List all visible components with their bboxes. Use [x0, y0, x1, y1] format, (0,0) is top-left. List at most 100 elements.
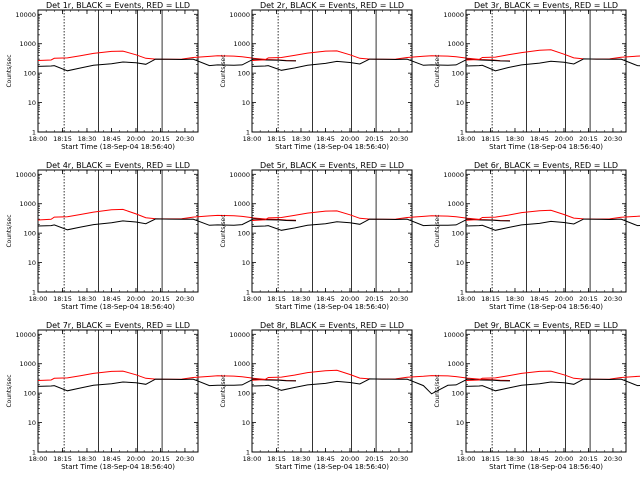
x-tick-label: 18:00 — [243, 455, 262, 463]
x-tick-label: 20:00 — [555, 295, 574, 303]
chart-panel: Det 5r, BLACK = Events, RED = LLD 1 10 100 1… — [220, 161, 511, 311]
x-tick-label: 18:45 — [530, 455, 549, 463]
x-axis-label: Start Time (18-Sep-04 18:56:40) — [489, 143, 603, 151]
x-tick-label: 20:30 — [390, 455, 409, 463]
y-tick-label: 1 — [460, 129, 464, 137]
x-axis-label: Start Time (18-Sep-04 18:56:40) — [275, 303, 389, 311]
chart-panel: Det 6r, BLACK = Events, RED = LLD 1 10 100 1… — [434, 161, 640, 311]
y-tick-label: 100 — [24, 390, 36, 398]
x-tick-label: 20:00 — [341, 135, 360, 143]
y-tick-label: 1 — [32, 449, 36, 457]
y-tick-label: 1 — [460, 289, 464, 297]
x-axis-label: Start Time (18-Sep-04 18:56:40) — [275, 143, 389, 151]
y-tick-label: 100 — [452, 70, 464, 78]
x-tick-label: 18:15 — [53, 455, 72, 463]
x-tick-label: 20:15 — [151, 135, 170, 143]
x-axis-label: Start Time (18-Sep-04 18:56:40) — [61, 463, 175, 471]
y-tick-label: 10000 — [443, 11, 464, 19]
y-axis-label: Counts/sec — [434, 214, 441, 247]
chart-panel: Det 9r, BLACK = Events, RED = LLD 1 10 100 1… — [434, 321, 640, 471]
x-tick-label: 18:00 — [457, 135, 476, 143]
x-tick-label: 20:30 — [390, 295, 409, 303]
chart-panel: Det 3r, BLACK = Events, RED = LLD 1 10 100 1… — [434, 1, 640, 151]
y-tick-label: 1000 — [233, 360, 250, 368]
y-tick-label: 100 — [238, 70, 250, 78]
y-tick-label: 10 — [28, 259, 36, 267]
x-tick-label: 20:15 — [365, 135, 384, 143]
y-tick-label: 1000 — [19, 360, 36, 368]
y-axis-label: Counts/sec — [220, 214, 227, 247]
x-tick-label: 18:30 — [292, 135, 311, 143]
plot-title: Det 6r, BLACK = Events, RED = LLD — [474, 161, 618, 170]
x-tick-label: 18:00 — [29, 135, 48, 143]
events-series-line — [465, 218, 640, 231]
plot-frame — [251, 329, 413, 453]
y-tick-label: 1 — [246, 129, 250, 137]
plot-title: Det 8r, BLACK = Events, RED = LLD — [260, 321, 404, 330]
x-tick-label: 18:30 — [506, 295, 525, 303]
y-tick-label: 1000 — [447, 360, 464, 368]
x-axis-label: Start Time (18-Sep-04 18:56:40) — [61, 143, 175, 151]
y-tick-label: 100 — [452, 390, 464, 398]
plot-title: Det 9r, BLACK = Events, RED = LLD — [474, 321, 618, 330]
y-tick-label: 10 — [456, 99, 464, 107]
y-tick-label: 1 — [246, 449, 250, 457]
x-tick-label: 18:45 — [530, 135, 549, 143]
x-tick-label: 18:15 — [267, 455, 286, 463]
x-tick-label: 20:30 — [176, 135, 195, 143]
x-tick-label: 20:00 — [555, 135, 574, 143]
y-tick-label: 1000 — [19, 40, 36, 48]
x-tick-label: 20:00 — [127, 135, 146, 143]
y-tick-label: 1000 — [19, 200, 36, 208]
events-series-line — [37, 58, 297, 72]
y-tick-label: 10000 — [229, 171, 250, 179]
x-tick-label: 20:15 — [579, 295, 598, 303]
x-tick-label: 18:00 — [243, 295, 262, 303]
x-tick-label: 18:45 — [316, 455, 335, 463]
plot-title: Det 7r, BLACK = Events, RED = LLD — [46, 321, 190, 330]
x-tick-label: 18:00 — [243, 135, 262, 143]
plot-frame — [37, 9, 199, 133]
x-tick-label: 20:00 — [341, 295, 360, 303]
x-tick-label: 18:15 — [481, 295, 500, 303]
plot-frame — [37, 329, 199, 453]
x-axis-label: Start Time (18-Sep-04 18:56:40) — [489, 303, 603, 311]
y-axis-label: Counts/sec — [434, 374, 441, 407]
x-tick-label: 18:30 — [78, 135, 97, 143]
x-tick-label: 20:15 — [579, 135, 598, 143]
y-tick-label: 10 — [28, 99, 36, 107]
x-tick-label: 18:15 — [481, 455, 500, 463]
events-series-line — [251, 378, 511, 395]
x-tick-label: 18:45 — [102, 455, 121, 463]
events-series-line — [465, 378, 640, 392]
y-axis-label: Counts/sec — [220, 54, 227, 87]
x-tick-label: 18:15 — [481, 135, 500, 143]
y-axis-label: Counts/sec — [6, 214, 13, 247]
chart-panel: Det 2r, BLACK = Events, RED = LLD 1 10 100 1… — [220, 1, 511, 151]
y-tick-label: 1 — [32, 129, 36, 137]
y-tick-label: 1 — [246, 289, 250, 297]
x-tick-label: 20:15 — [365, 295, 384, 303]
y-tick-label: 100 — [238, 230, 250, 238]
y-tick-label: 10000 — [229, 11, 250, 19]
y-tick-label: 10 — [242, 419, 250, 427]
plot-title: Det 1r, BLACK = Events, RED = LLD — [46, 1, 190, 10]
y-tick-label: 10 — [28, 419, 36, 427]
x-axis-label: Start Time (18-Sep-04 18:56:40) — [489, 463, 603, 471]
y-tick-label: 1 — [32, 289, 36, 297]
y-tick-label: 10000 — [229, 331, 250, 339]
events-series-line — [465, 58, 640, 72]
x-tick-label: 18:30 — [78, 455, 97, 463]
x-tick-label: 18:00 — [457, 295, 476, 303]
y-tick-label: 1000 — [233, 200, 250, 208]
y-axis-label: Counts/sec — [6, 374, 13, 407]
x-tick-label: 20:00 — [127, 455, 146, 463]
y-tick-label: 10 — [242, 259, 250, 267]
x-axis-label: Start Time (18-Sep-04 18:56:40) — [61, 303, 175, 311]
x-tick-label: 20:00 — [341, 455, 360, 463]
x-tick-label: 18:15 — [53, 135, 72, 143]
chart-panel: Det 8r, BLACK = Events, RED = LLD 1 10 100 1… — [220, 321, 511, 471]
plot-frame — [37, 169, 199, 293]
x-tick-label: 18:15 — [267, 135, 286, 143]
